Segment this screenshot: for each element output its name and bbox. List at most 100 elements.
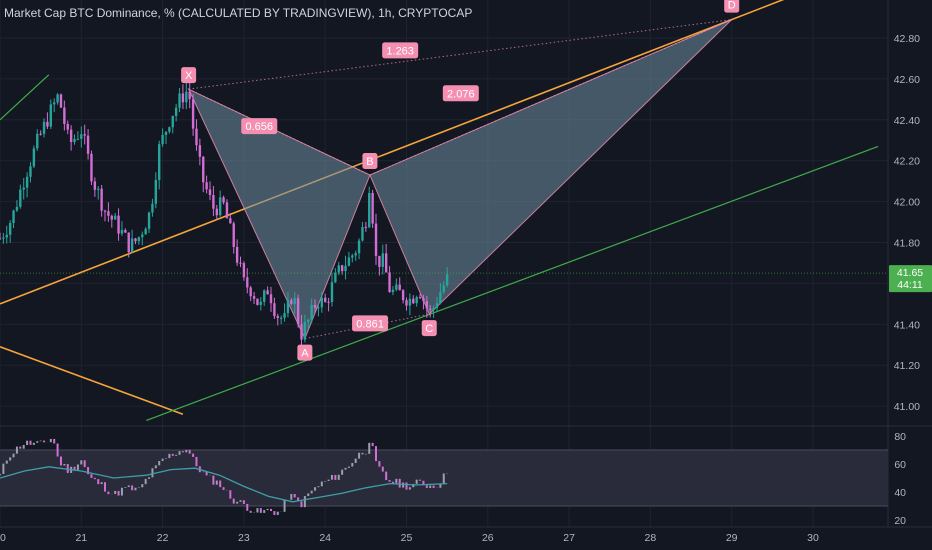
candle-body: [317, 307, 320, 309]
time-tick-label: 25: [401, 532, 413, 544]
candle-body: [66, 123, 69, 130]
candle-body: [229, 218, 232, 224]
harmonic-pattern[interactable]: [187, 19, 733, 340]
candle-body: [147, 212, 151, 229]
candle-body: [141, 234, 144, 238]
candle-body: [56, 94, 59, 103]
candle-body: [63, 107, 66, 124]
candle-body: [73, 138, 76, 143]
candle-body: [215, 208, 218, 216]
time-tick-label: 24: [319, 532, 331, 544]
pattern-point-c-bg: [421, 320, 437, 337]
price-tick-label: 42.80: [894, 33, 920, 45]
candle-body: [378, 255, 381, 267]
candle-body: [80, 134, 83, 139]
candle-body: [53, 102, 56, 105]
candle-body: [22, 187, 25, 190]
candle-body: [442, 285, 445, 292]
rsi-tick-label: 60: [894, 459, 906, 471]
candle-body: [76, 138, 80, 140]
candle-body: [178, 93, 181, 108]
candle-body: [391, 289, 395, 293]
candle-body: [439, 291, 442, 304]
candle-body: [144, 228, 147, 235]
candle-body: [408, 298, 412, 306]
candle-body: [276, 316, 279, 318]
candle-body: [337, 265, 340, 273]
candle-body: [2, 237, 5, 239]
pattern-point-b: B: [366, 156, 373, 168]
pattern-point-a-bg: [297, 344, 313, 361]
candle-body: [283, 313, 286, 318]
candle-body: [324, 297, 327, 302]
candle-body: [195, 128, 198, 146]
candle-body: [49, 104, 53, 127]
time-tick-label: 29: [726, 532, 738, 544]
ratio-label-ac-bg: [352, 315, 389, 332]
candle-body: [415, 297, 418, 304]
candle-body: [286, 300, 290, 314]
ratio-label-xb: 0.656: [245, 121, 273, 133]
candle-body: [340, 265, 344, 272]
candle-body: [432, 307, 435, 310]
candle-body: [191, 99, 195, 129]
candle-body: [97, 188, 100, 190]
pattern-point-a: A: [301, 348, 309, 360]
candle-body: [371, 193, 374, 224]
candle-body: [354, 253, 357, 256]
last-price-badge: [889, 265, 932, 293]
candle-body: [222, 197, 225, 203]
candle-body: [347, 257, 351, 266]
candle-body: [168, 127, 171, 132]
candle-body: [103, 210, 107, 212]
time-tick-label: 23: [238, 532, 250, 544]
price-tick-label: 41.00: [894, 401, 920, 413]
candle-body: [185, 91, 188, 103]
candle-body: [90, 153, 93, 182]
candle-body: [263, 290, 266, 302]
candle-body: [8, 223, 12, 235]
candle-body: [117, 215, 120, 234]
candle-body: [158, 144, 161, 180]
bar-countdown: 44:11: [897, 279, 923, 291]
candle-body: [93, 181, 97, 190]
price-tick-label: 41.40: [894, 319, 920, 331]
rsi-moving-average-line: [0, 466, 448, 503]
candle-body: [313, 304, 317, 308]
channel-line-orange-1: [0, 346, 184, 416]
candle-body: [310, 304, 313, 320]
candle-body: [12, 210, 15, 224]
candle-body: [120, 230, 124, 234]
candle-body: [266, 290, 269, 295]
candle-body: [202, 156, 205, 183]
axis-layer: 41.0041.2041.4041.6041.8042.0042.2042.40…: [0, 33, 932, 544]
chart-title: Market Cap BTC Dominance, % (CALCULATED …: [4, 6, 473, 20]
price-tick-label: 42.00: [894, 197, 920, 209]
pattern-point-d: D: [728, 0, 736, 12]
candle-body: [225, 202, 229, 219]
candle-body: [252, 296, 256, 299]
candle-body: [46, 121, 49, 127]
candle-body: [388, 272, 391, 293]
candle-layer: [0, 81, 449, 346]
pattern-point-x: X: [185, 70, 193, 82]
time-tick-label: 22: [157, 532, 169, 544]
candle-body: [32, 148, 36, 167]
price-tick-label: 42.60: [894, 74, 920, 86]
channel-line-orange-0: [0, 0, 785, 305]
candle-body: [300, 324, 303, 340]
candle-body: [412, 298, 415, 304]
pattern-point-b-bg: [362, 153, 378, 170]
candle-body: [273, 303, 276, 317]
channel-line-green-3: [146, 145, 879, 421]
candle-body: [269, 294, 273, 304]
candle-body: [249, 287, 252, 297]
candle-body: [208, 189, 212, 195]
candle-body: [384, 253, 388, 273]
candle-body: [395, 284, 398, 290]
time-tick-label: 30: [807, 532, 819, 544]
candle-body: [39, 133, 42, 135]
candle-body: [164, 131, 168, 135]
